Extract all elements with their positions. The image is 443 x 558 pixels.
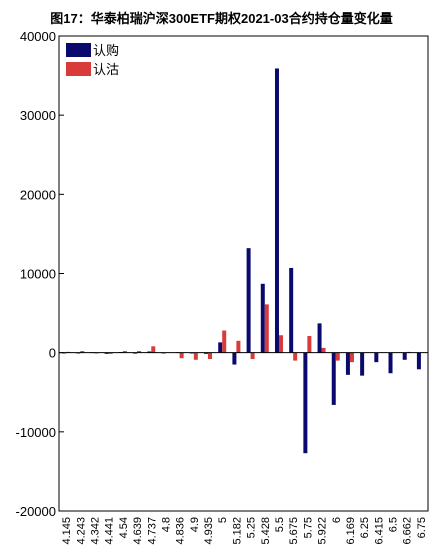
bar-call-25 <box>416 352 421 370</box>
legend-label: 认购 <box>93 43 119 58</box>
bar-call-6 <box>147 351 152 353</box>
y-tick-label: 30000 <box>20 108 56 123</box>
x-tick-label: 4.441 <box>104 517 116 545</box>
legend-swatch <box>66 43 91 57</box>
y-tick-label: 40000 <box>20 29 56 44</box>
bar-put-10 <box>208 352 213 359</box>
x-tick-label: 4.737 <box>146 517 158 545</box>
x-tick-label: 5.428 <box>260 517 272 545</box>
bar-put-11 <box>222 330 227 353</box>
x-tick-label: 6.169 <box>345 517 357 545</box>
bar-call-19 <box>331 352 336 405</box>
bar-call-16 <box>289 267 294 353</box>
legend-label: 认沽 <box>93 62 119 77</box>
x-tick-label: 6.25 <box>359 517 371 538</box>
bar-call-18 <box>317 323 322 353</box>
bar-put-20 <box>349 352 354 363</box>
y-tick-label: 20000 <box>20 187 56 202</box>
bar-call-15 <box>274 68 279 353</box>
x-tick-label: 5 <box>217 517 229 523</box>
x-tick-label: 4.9 <box>189 517 201 532</box>
x-tick-label: 4.243 <box>75 517 87 545</box>
x-tick-label: 6.415 <box>373 517 385 545</box>
chart-title: 图17：华泰柏瑞沪深300ETF期权2021-03合约持仓量变化量 <box>50 11 393 26</box>
x-tick-label: 4.54 <box>118 517 130 538</box>
bar-call-3 <box>104 352 109 354</box>
y-tick-label: 0 <box>49 346 56 361</box>
bar-put-4 <box>122 351 127 353</box>
x-tick-label: 4.935 <box>203 517 215 545</box>
bar-put-3 <box>108 352 113 354</box>
x-tick-label: 5.25 <box>246 517 258 538</box>
x-tick-label: 4.8 <box>160 517 172 532</box>
x-tick-label: 6.75 <box>416 517 428 538</box>
bar-put-9 <box>193 352 198 360</box>
bar-call-24 <box>402 352 407 360</box>
x-tick-label: 4.639 <box>132 517 144 545</box>
x-tick-label: 4.836 <box>175 517 187 545</box>
x-axis: 4.145 4.243 4.342 4.441 4.54 4.639 4.737 4.8 4.8… <box>61 517 428 545</box>
bar-put-1 <box>80 351 85 353</box>
bar-put-16 <box>293 352 298 361</box>
x-tick-label: 5.5 <box>274 517 286 532</box>
x-tick-label: 4.342 <box>89 517 101 545</box>
bar-call-20 <box>345 352 350 375</box>
bar-call-14 <box>260 283 265 353</box>
x-tick-label: 4.145 <box>61 517 73 545</box>
bar-call-22 <box>374 352 379 363</box>
plot-border <box>58 35 429 512</box>
bar-call-11 <box>218 342 223 353</box>
bar-put-12 <box>236 340 241 353</box>
bar-call-23 <box>388 352 393 374</box>
x-tick-label: 5.675 <box>288 517 300 545</box>
bar-put-18 <box>321 347 326 353</box>
y-axis: -20000 -10000 0 10000 20000 30000 40000 <box>16 29 64 519</box>
x-tick-label: 6.662 <box>402 517 414 545</box>
legend-swatch <box>66 62 91 76</box>
bar-call-10 <box>204 352 209 354</box>
x-tick-label: 5.922 <box>317 517 329 545</box>
bar-put-15 <box>278 335 283 353</box>
bar-put-5 <box>137 351 142 353</box>
y-tick-label: 10000 <box>20 267 56 282</box>
bar-call-17 <box>303 352 308 454</box>
bar-put-8 <box>179 352 184 359</box>
bar-call-12 <box>232 352 237 365</box>
bar-put-13 <box>250 352 255 359</box>
y-tick-label: -20000 <box>16 504 56 519</box>
x-tick-label: 5.75 <box>302 517 314 538</box>
x-tick-label: 6 <box>331 517 343 523</box>
bar-put-17 <box>307 336 312 353</box>
bar-put-19 <box>335 352 340 361</box>
bars <box>62 68 421 454</box>
bar-put-6 <box>151 346 156 353</box>
plot-frame <box>58 35 429 512</box>
bar-call-21 <box>360 352 365 376</box>
bar-put-14 <box>264 304 269 353</box>
x-tick-label: 6.5 <box>388 517 400 532</box>
y-tick-label: -10000 <box>16 425 56 440</box>
x-tick-label: 5.182 <box>231 517 243 545</box>
bar-call-13 <box>246 248 251 353</box>
